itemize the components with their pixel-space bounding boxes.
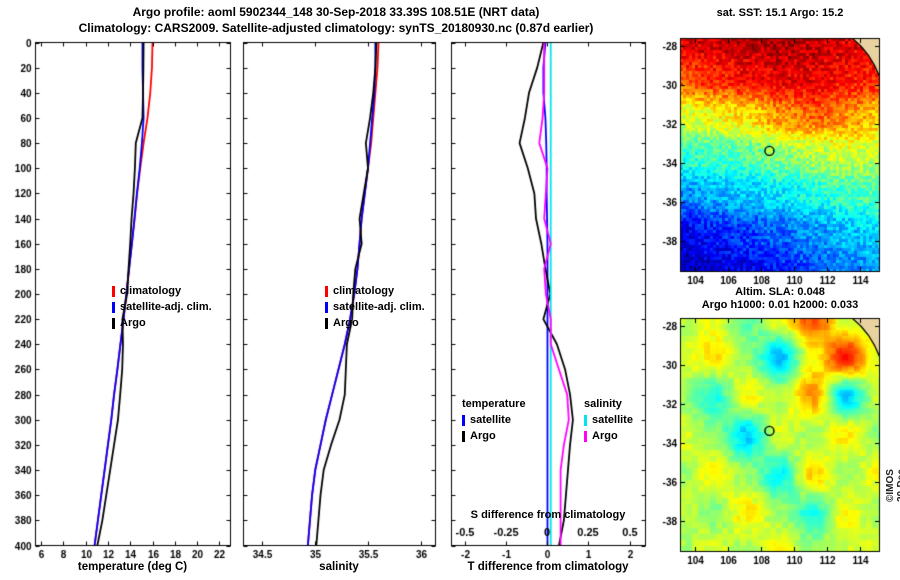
legend-item-satellite-adj: satellite-adj. clim. [112,299,212,315]
legend-label: satellite [592,414,633,426]
s-difference-legend: salinity satellite Argo [584,396,633,444]
s-satellite-line-marker [584,414,587,426]
sla-map-title-line2: Argo h1000: 0.01 h2000: 0.033 [701,299,859,311]
temperature-legend: climatology satellite-adj. clim. Argo [112,283,212,331]
legend-item-s-satellite: satellite [584,412,633,428]
argo-line-marker [112,317,115,329]
legend-label: climatology [333,285,395,297]
legend-label: Argo [120,317,146,329]
climatology-line-marker [325,285,328,297]
t-difference-legend-title: temperature [462,398,526,410]
salinity-axis-label: salinity [319,561,359,573]
legend-item-satellite-adj: satellite-adj. clim. [325,299,425,315]
climatology-line-marker [112,285,115,297]
legend-item-argo: Argo [325,315,425,331]
legend-item-argo: Argo [112,315,212,331]
legend-label: Argo [333,317,359,329]
legend-item-s-argo: Argo [584,428,633,444]
legend-item-climatology: climatology [112,283,212,299]
legend-item-climatology: climatology [325,283,425,299]
legend-label: Argo [592,430,618,442]
figure-title-line1: Argo profile: aoml 5902344_148 30-Sep-20… [132,5,540,19]
t-difference-legend: temperature satellite Argo [462,396,526,444]
sst-map-title: sat. SST: 15.1 Argo: 15.2 [716,7,844,19]
legend-item-t-satellite: satellite [462,412,526,428]
legend-label: satellite-adj. clim. [120,301,212,313]
sla-map-title-line1: Altim. SLA: 0.048 [735,286,825,298]
satellite-adj-line-marker [112,301,115,313]
t-argo-line-marker [462,430,465,442]
s-difference-legend-title: salinity [584,398,622,410]
legend-label: climatology [120,285,182,297]
temperature-axis-label: temperature (deg C) [77,561,188,573]
t-difference-axis-label: T difference from climatology [467,561,629,573]
argo-line-marker [325,317,328,329]
satellite-adj-line-marker [325,301,328,313]
legend-label: satellite [470,414,511,426]
imos-credit-text: ©IMOS 20-Dec-2018 04.20.59 [885,465,900,502]
t-satellite-line-marker [462,414,465,426]
s-difference-axis-label: S difference from climatology [470,509,626,521]
figure-title-line2: Climatology: CARS2009. Satellite-adjuste… [78,21,594,35]
legend-label: satellite-adj. clim. [333,301,425,313]
legend-label: Argo [470,430,496,442]
salinity-legend: climatology satellite-adj. clim. Argo [325,283,425,331]
s-argo-line-marker [584,430,587,442]
legend-item-t-argo: Argo [462,428,526,444]
